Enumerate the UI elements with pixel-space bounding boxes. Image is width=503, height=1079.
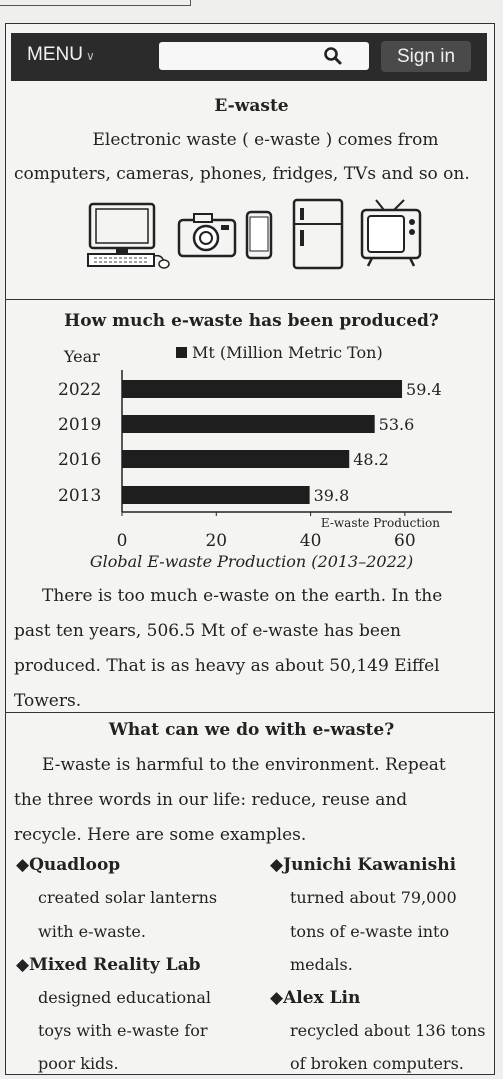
- section-title-actions: What can we do with e-waste?: [108, 720, 395, 740]
- computer-icon: [87, 202, 170, 269]
- menu-button[interactable]: MENU ∨: [27, 44, 95, 66]
- article-frame: [5, 23, 495, 1075]
- actions-line-2: the three words in our life: reduce, reu…: [14, 790, 408, 810]
- ewaste-bar-chart: Year Mt (Million Metric Ton) 2022 59.4 2019 5…: [58, 343, 452, 551]
- example-line: turned about 79,000: [290, 888, 457, 907]
- category-label: 2019: [58, 415, 101, 435]
- chart-caption: Global E-waste Production (2013–2022): [89, 552, 414, 571]
- bar: [122, 380, 403, 398]
- actions-line-3: recycle. Here are some examples.: [14, 825, 307, 845]
- legend-swatch: [176, 347, 187, 358]
- value-label: 48.2: [353, 450, 389, 469]
- example-line: tons of e-waste into: [290, 922, 450, 941]
- navbar: MENU ∨ Sign in: [11, 33, 487, 81]
- value-label: 53.6: [379, 415, 415, 434]
- y-axis-label: Year: [63, 347, 100, 366]
- example-name: ◆Quadloop: [16, 855, 121, 875]
- menu-label: MENU: [27, 44, 83, 65]
- example-line: created solar lanterns: [38, 888, 218, 907]
- category-label: 2016: [58, 450, 101, 470]
- section-title-ewaste: E-waste: [214, 96, 289, 116]
- example-line: designed educational: [38, 988, 212, 1007]
- example-line: toys with e-waste for: [38, 1021, 208, 1040]
- example-name: ◆Junichi Kawanishi: [270, 855, 457, 875]
- chevron-down-icon: ∨: [85, 49, 95, 63]
- x-tick-label: 40: [300, 531, 322, 551]
- search-input[interactable]: [159, 42, 369, 70]
- x-tick-label: 20: [205, 531, 227, 551]
- x-axis-note: E-waste Production: [321, 516, 440, 530]
- intro-line-1: Electronic waste ( e-waste ) comes from: [92, 130, 439, 150]
- category-label: 2022: [58, 380, 101, 400]
- example-line: recycled about 136 tons: [290, 1021, 486, 1040]
- example-line: of broken computers.: [290, 1054, 464, 1073]
- tv-icon: [360, 199, 422, 267]
- bar: [122, 486, 310, 504]
- actions-line-1: E-waste is harmful to the environment. R…: [42, 755, 446, 775]
- bar: [122, 450, 350, 468]
- facts-line-2: past ten years, 506.5 Mt of e-waste has …: [14, 621, 401, 641]
- x-tick-label: 0: [117, 531, 128, 551]
- example-name: ◆Mixed Reality Lab: [16, 955, 201, 975]
- example-name: ◆Alex Lin: [270, 988, 361, 1008]
- legend-label: Mt (Million Metric Ton): [192, 343, 383, 362]
- chart-title: How much e-waste has been produced?: [64, 311, 439, 331]
- category-label: 2013: [58, 486, 101, 506]
- search-icon[interactable]: [323, 46, 343, 66]
- phone-icon: [245, 210, 273, 260]
- page-corner-tab: [0, 0, 191, 6]
- bar: [122, 415, 375, 433]
- section-divider: [5, 712, 495, 713]
- x-tick-label: 60: [394, 531, 416, 551]
- example-line: with e-waste.: [38, 922, 146, 941]
- intro-line-2: computers, cameras, phones, fridges, TVs…: [14, 164, 470, 184]
- example-line: poor kids.: [38, 1054, 119, 1073]
- section-divider: [5, 299, 495, 300]
- value-label: 39.8: [314, 486, 350, 505]
- example-line: medals.: [290, 955, 353, 974]
- facts-line-3: produced. That is as heavy as about 50,1…: [14, 656, 440, 676]
- facts-line-4: Towers.: [14, 691, 82, 711]
- camera-icon: [177, 213, 237, 258]
- facts-line-1: There is too much e-waste on the earth. …: [42, 586, 443, 606]
- value-label: 59.4: [406, 380, 442, 399]
- fridge-icon: [292, 198, 344, 270]
- sign-in-button[interactable]: Sign in: [381, 41, 471, 72]
